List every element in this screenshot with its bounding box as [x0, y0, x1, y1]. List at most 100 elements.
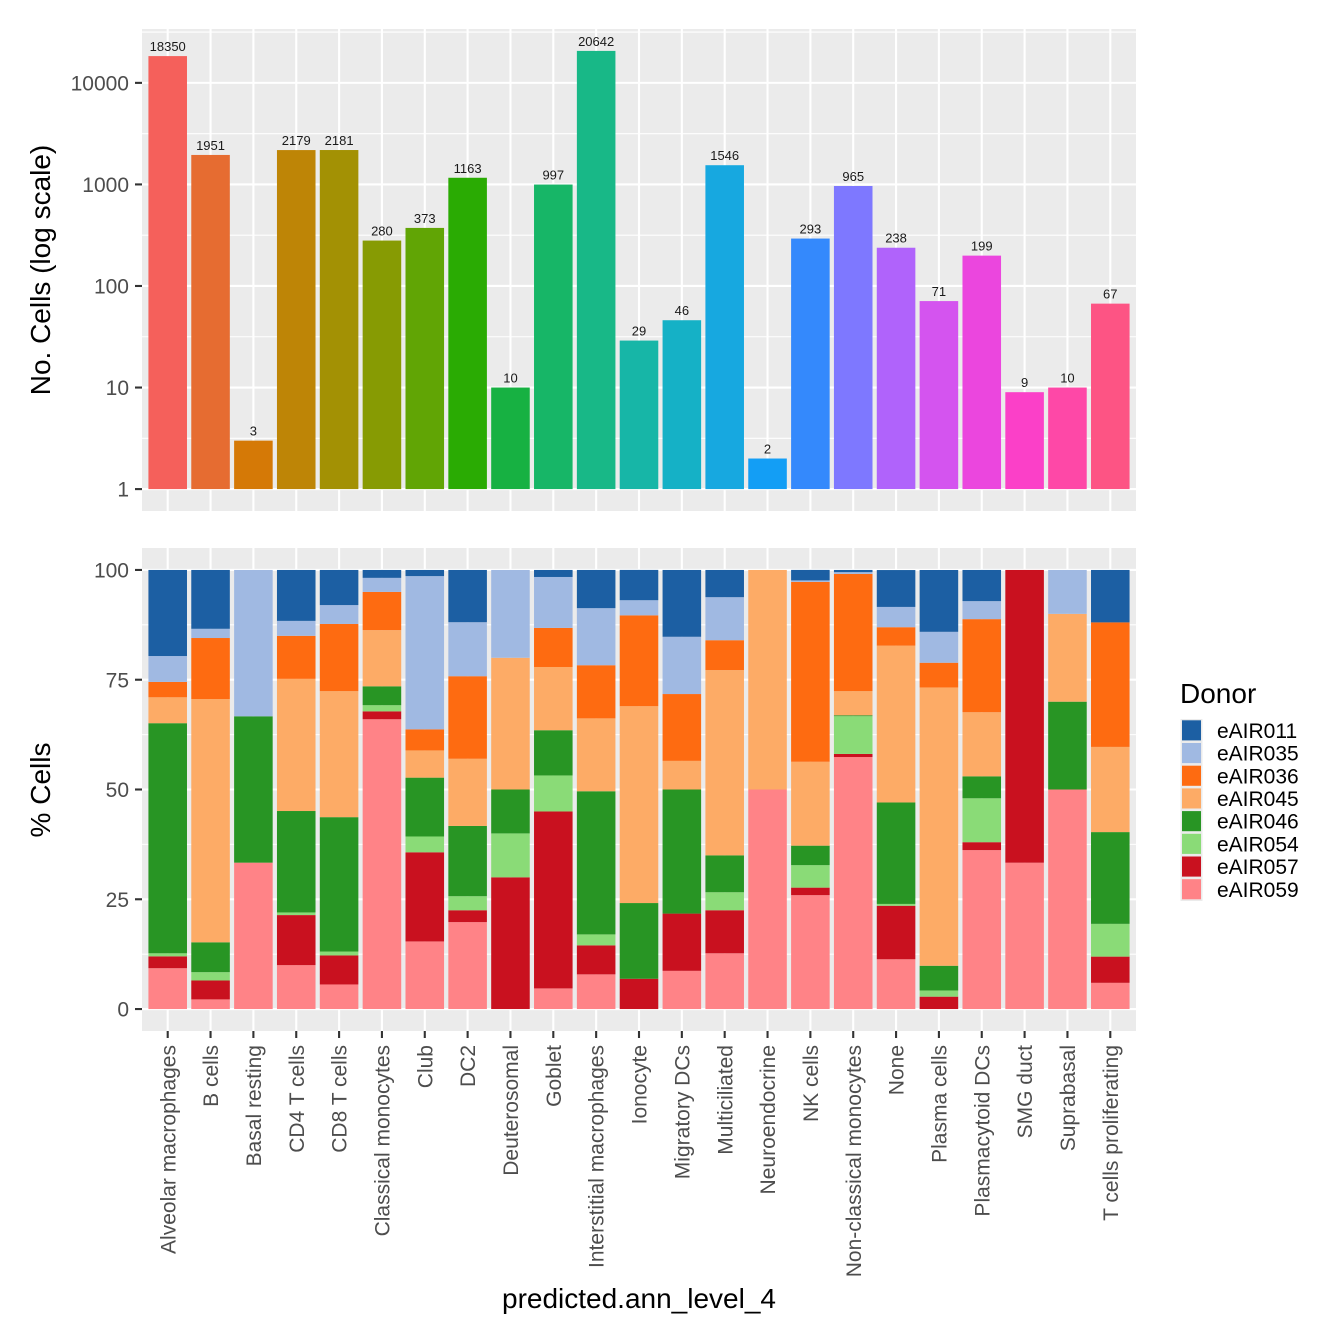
stack-segment-migratory-dcs-eair057	[662, 913, 702, 971]
stack-segment-cd8-t-cells-eair059	[319, 984, 359, 1010]
stack-segment-cd4-t-cells-eair036	[276, 635, 316, 679]
count-label-ionocyte: 29	[632, 324, 646, 339]
count-y-tick-label: 1	[117, 479, 129, 502]
stack-segment-deuterosomal-eair057	[491, 877, 530, 1010]
stack-segment-deuterosomal-eair035	[491, 569, 530, 658]
stack-segment-multiciliated-eair035	[705, 597, 744, 641]
count-bar-cd8-t-cells	[319, 150, 359, 490]
stack-segment-smg-duct-eair059	[1005, 862, 1044, 1010]
stack-segment-classical-monocytes-eair057	[362, 711, 402, 720]
stack-segment-neuroendocrine-eair059	[748, 789, 787, 1010]
stack-segment-ionocyte-eair045	[619, 706, 659, 904]
stack-segment-migratory-dcs-eair036	[662, 694, 702, 761]
stack-segment-cd8-t-cells-eair046	[319, 817, 359, 952]
count-label-interstitial-macrophages: 20642	[578, 34, 614, 49]
x-axis: Alveolar macrophages B cells Basal resting…	[157, 1031, 1123, 1277]
count-y-tick-label: 10000	[71, 72, 129, 95]
stack-segment-goblet-eair011	[534, 569, 573, 577]
percent-stacked-bars	[148, 569, 1130, 1010]
count-label-non-classical-monocytes: 965	[842, 169, 864, 184]
stack-segment-basal-resting-eair046	[234, 716, 273, 863]
legend-keys-background	[1180, 719, 1203, 901]
stack-segment-suprabasal-eair035	[1048, 569, 1087, 614]
count-bar-neuroendocrine	[748, 458, 787, 490]
stack-segment-suprabasal-eair059	[1048, 789, 1087, 1010]
x-tick-label-neuroendocrine: Neuroendocrine	[757, 1045, 780, 1194]
count-y-axis: 1 10 100 1000 10000	[71, 72, 142, 502]
stack-segment-plasmacytoid-dcs-eair054	[962, 798, 1002, 843]
stack-segment-t-cells-proliferating-eair011	[1091, 569, 1130, 623]
legend-swatch-eair035	[1182, 743, 1201, 764]
stack-segment-nk-cells-eair057	[791, 887, 830, 896]
stack-segment-t-cells-proliferating-eair036	[1091, 622, 1130, 747]
stack-segment-cd8-t-cells-eair057	[319, 955, 359, 985]
count-y-tick-label: 10	[106, 377, 129, 400]
percent-y-tick-label: 0	[117, 999, 129, 1022]
count-label-plasmacytoid-dcs: 199	[971, 239, 993, 254]
count-bar-non-classical-monocytes	[833, 185, 873, 490]
count-label-dc2: 1163	[454, 161, 482, 176]
stack-segment-cd4-t-cells-eair059	[276, 965, 316, 1010]
stack-segment-cd4-t-cells-eair011	[276, 569, 316, 621]
stack-segment-b-cells-eair054	[191, 972, 230, 981]
legend-label: eAIR045	[1217, 788, 1299, 811]
stack-segment-plasmacytoid-dcs-eair046	[962, 776, 1002, 799]
stack-segment-cd8-t-cells-eair036	[319, 623, 359, 692]
stack-segment-non-classical-monocytes-eair035	[833, 572, 873, 574]
stack-segment-plasma-cells-eair054	[919, 990, 959, 997]
legend-label: eAIR059	[1217, 879, 1299, 902]
stack-segment-interstitial-macrophages-eair054	[576, 934, 616, 946]
percent-y-tick-label: 25	[106, 889, 129, 912]
stack-segment-none-eair059	[876, 959, 916, 1010]
stack-segment-multiciliated-eair054	[705, 892, 744, 911]
stack-segment-dc2-eair011	[448, 569, 487, 623]
legend-item-eair035: eAIR035	[1182, 743, 1299, 766]
stack-segment-non-classical-monocytes-eair046	[833, 715, 873, 717]
stack-segment-interstitial-macrophages-eair011	[576, 569, 616, 609]
stack-segment-neuroendocrine-eair045	[748, 569, 787, 790]
count-bar-suprabasal	[1048, 387, 1087, 490]
stack-segment-multiciliated-eair046	[705, 855, 744, 893]
stack-segment-b-cells-eair059	[191, 999, 230, 1010]
stack-segment-alveolar-macrophages-eair036	[148, 681, 187, 698]
stack-segment-alveolar-macrophages-eair059	[148, 968, 187, 1010]
stack-segment-b-cells-eair036	[191, 638, 230, 700]
count-bars	[148, 50, 1130, 490]
x-tick-label-basal-resting: Basal resting	[243, 1045, 266, 1166]
count-label-club: 373	[414, 211, 436, 226]
legend-item-eair011: eAIR011	[1182, 720, 1297, 743]
x-tick-label-migratory-dcs: Migratory DCs	[671, 1045, 694, 1179]
stack-segment-none-eair011	[876, 570, 916, 607]
stack-segment-ionocyte-eair035	[619, 600, 659, 616]
stack-segment-non-classical-monocytes-eair011	[833, 569, 873, 573]
stack-segment-suprabasal-eair045	[1048, 613, 1087, 702]
stack-segment-classical-monocytes-eair035	[362, 577, 402, 592]
stack-segment-plasmacytoid-dcs-eair059	[962, 850, 1002, 1010]
count-label-neuroendocrine: 2	[764, 442, 771, 457]
x-tick-label-club: Club	[414, 1045, 437, 1088]
x-tick-label-ionocyte: Ionocyte	[629, 1045, 652, 1124]
x-tick-label-plasmacytoid-dcs: Plasmacytoid DCs	[971, 1045, 994, 1217]
count-label-classical-monocytes: 280	[371, 224, 393, 239]
stack-segment-multiciliated-eair011	[705, 569, 744, 598]
stack-segment-non-classical-monocytes-eair036	[833, 573, 873, 692]
stack-segment-plasma-cells-eair036	[919, 662, 959, 688]
stack-segment-none-eair046	[876, 802, 916, 904]
stack-segment-nk-cells-eair046	[791, 845, 830, 866]
stack-segment-classical-monocytes-eair036	[362, 591, 402, 631]
x-tick-label-deuterosomal: Deuterosomal	[500, 1045, 523, 1176]
stack-segment-b-cells-eair057	[191, 980, 230, 1000]
count-bar-ionocyte	[619, 340, 659, 490]
stack-segment-alveolar-macrophages-eair057	[148, 956, 187, 969]
stack-segment-nk-cells-eair045	[791, 761, 830, 846]
count-label-multiciliated: 1546	[710, 148, 739, 163]
stack-segment-club-eair057	[405, 852, 445, 942]
stack-segment-t-cells-proliferating-eair057	[1091, 956, 1130, 983]
x-tick-label-alveolar-macrophages: Alveolar macrophages	[157, 1045, 180, 1254]
stack-segment-dc2-eair046	[448, 825, 487, 897]
stack-segment-club-eair045	[405, 750, 445, 778]
stack-segment-t-cells-proliferating-eair054	[1091, 923, 1130, 957]
count-bar-smg-duct	[1005, 392, 1044, 490]
legend-item-eair036: eAIR036	[1182, 765, 1299, 788]
legend-item-eair059: eAIR059	[1182, 879, 1299, 902]
